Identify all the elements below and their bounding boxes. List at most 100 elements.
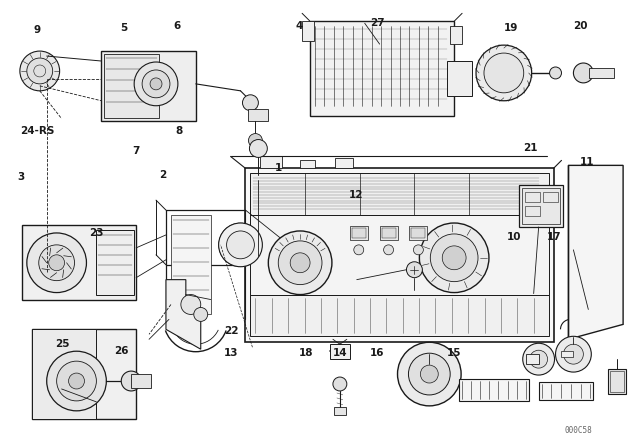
Bar [519, 185, 563, 227]
Circle shape [290, 253, 310, 273]
Bar [22, 225, 136, 300]
Text: 9: 9 [33, 26, 40, 35]
Bar [131, 374, 151, 388]
Bar [248, 109, 268, 121]
Circle shape [550, 67, 561, 79]
Circle shape [556, 336, 591, 372]
Bar [610, 371, 624, 392]
Bar [525, 192, 540, 202]
Bar [608, 369, 626, 394]
Bar [260, 156, 282, 168]
Bar [352, 228, 365, 238]
Text: 12: 12 [349, 190, 364, 200]
Text: 24-RS: 24-RS [20, 125, 54, 135]
Circle shape [413, 245, 423, 255]
Circle shape [243, 95, 259, 111]
Circle shape [47, 351, 106, 411]
Circle shape [68, 373, 84, 389]
Circle shape [268, 231, 332, 294]
Bar [525, 206, 540, 216]
Text: 21: 21 [523, 143, 537, 153]
Bar [447, 61, 472, 96]
Bar [380, 226, 397, 240]
Bar [250, 215, 548, 294]
Circle shape [354, 245, 364, 255]
Circle shape [278, 241, 322, 284]
Text: 10: 10 [507, 233, 521, 242]
Bar [412, 228, 426, 238]
Text: 27: 27 [370, 18, 385, 28]
Text: 16: 16 [370, 348, 385, 358]
Circle shape [333, 377, 347, 391]
Circle shape [430, 234, 478, 282]
Circle shape [57, 361, 97, 401]
Bar [561, 351, 573, 357]
Text: 000C58: 000C58 [564, 426, 592, 435]
Circle shape [383, 245, 394, 255]
Text: 19: 19 [504, 23, 518, 33]
Bar [97, 230, 134, 294]
Text: 13: 13 [224, 348, 238, 358]
Circle shape [442, 246, 466, 270]
Circle shape [150, 78, 162, 90]
Polygon shape [166, 280, 201, 349]
Text: 3: 3 [17, 172, 25, 182]
Circle shape [419, 223, 489, 293]
Text: 7: 7 [132, 146, 140, 155]
Bar [543, 192, 557, 202]
Text: 6: 6 [173, 21, 180, 31]
Circle shape [227, 231, 255, 259]
Text: 1: 1 [275, 164, 282, 173]
Circle shape [563, 344, 583, 364]
Bar [334, 407, 346, 415]
Circle shape [476, 45, 532, 101]
Text: 4: 4 [296, 21, 303, 31]
Circle shape [134, 62, 178, 106]
Bar [589, 68, 614, 78]
Bar [302, 21, 314, 41]
Circle shape [181, 294, 201, 314]
Bar [410, 226, 428, 240]
Bar [335, 159, 353, 168]
Bar [32, 329, 97, 419]
Circle shape [248, 134, 262, 147]
Circle shape [27, 58, 52, 84]
Text: 22: 22 [224, 326, 238, 336]
Circle shape [406, 262, 422, 278]
Text: 14: 14 [333, 348, 348, 358]
Bar [250, 173, 548, 215]
Bar [250, 294, 548, 336]
Bar [350, 226, 368, 240]
Circle shape [194, 307, 208, 321]
Text: 11: 11 [580, 157, 595, 167]
Circle shape [27, 233, 86, 293]
Text: 23: 23 [89, 228, 104, 238]
Circle shape [397, 342, 461, 406]
Text: 25: 25 [55, 339, 70, 349]
Text: 20: 20 [573, 21, 588, 31]
Circle shape [219, 223, 262, 267]
Bar [459, 379, 529, 401]
Bar [330, 344, 350, 359]
Circle shape [408, 353, 450, 395]
Circle shape [530, 350, 548, 368]
Circle shape [49, 255, 65, 271]
Bar [310, 21, 454, 116]
Text: 2: 2 [159, 170, 166, 180]
Circle shape [142, 70, 170, 98]
Bar [101, 51, 196, 121]
Text: 18: 18 [299, 348, 313, 358]
Bar [522, 188, 561, 224]
Circle shape [420, 365, 438, 383]
Text: 26: 26 [115, 346, 129, 356]
Bar [32, 329, 136, 419]
Circle shape [121, 371, 141, 391]
Bar [450, 26, 462, 44]
Bar [539, 382, 593, 400]
Bar [171, 215, 211, 314]
Bar [300, 160, 315, 168]
Text: 17: 17 [547, 233, 561, 242]
Bar [246, 168, 554, 342]
Text: 15: 15 [446, 348, 461, 358]
Bar [525, 354, 539, 364]
